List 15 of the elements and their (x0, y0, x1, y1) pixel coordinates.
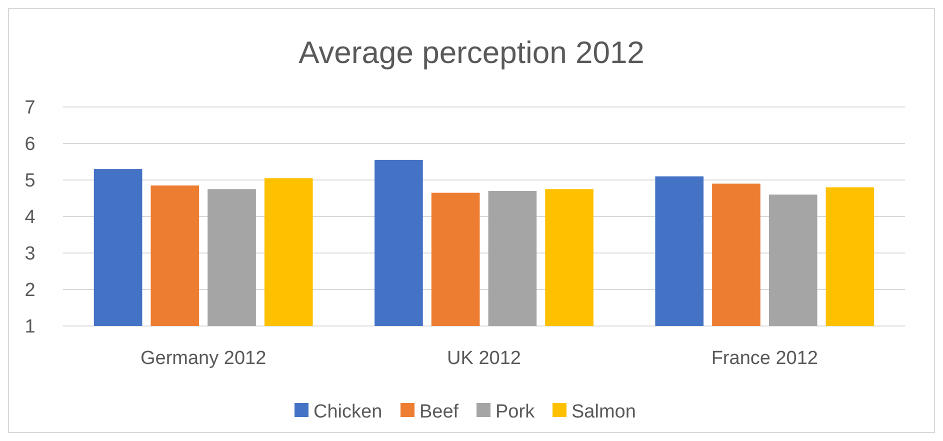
y-tick-label: 6 (24, 134, 36, 156)
y-tick-label: 1 (24, 316, 36, 338)
y-tick-label: 2 (24, 280, 36, 302)
legend-label: Salmon (572, 402, 636, 423)
x-tick-label: France 2012 (711, 348, 818, 369)
y-tick-label: 5 (24, 170, 36, 192)
legend-label: Chicken (314, 402, 382, 423)
y-tick-label: 3 (24, 244, 36, 265)
x-tick-label: UK 2012 (447, 348, 521, 369)
y-tick-label: 7 (24, 98, 36, 119)
legend-label: Pork (496, 402, 536, 423)
legend-label: Beef (420, 402, 460, 423)
chart-title: Average perception 2012 (298, 35, 644, 70)
y-tick-label: 4 (24, 207, 36, 228)
x-tick-label: Germany 2012 (140, 348, 266, 369)
